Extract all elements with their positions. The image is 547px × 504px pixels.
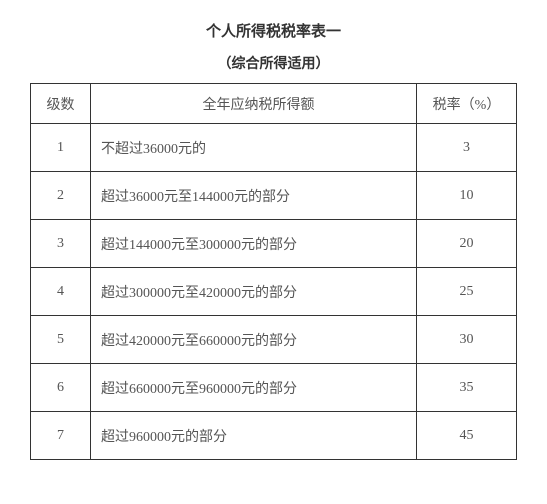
cell-level: 3 [31,220,91,268]
table-subtitle: （综合所得适用） [30,53,517,73]
cell-level: 2 [31,172,91,220]
cell-desc: 超过960000元的部分 [91,412,417,460]
table-row: 5 超过420000元至660000元的部分 30 [31,316,517,364]
cell-rate: 3 [417,124,517,172]
cell-rate: 45 [417,412,517,460]
cell-level: 1 [31,124,91,172]
cell-rate: 25 [417,268,517,316]
cell-desc: 超过420000元至660000元的部分 [91,316,417,364]
cell-desc: 超过660000元至960000元的部分 [91,364,417,412]
tax-rate-table: 级数 全年应纳税所得额 税率（%） 1 不超过36000元的 3 2 超过360… [30,83,517,460]
table-row: 7 超过960000元的部分 45 [31,412,517,460]
cell-desc: 超过144000元至300000元的部分 [91,220,417,268]
cell-desc: 超过36000元至144000元的部分 [91,172,417,220]
table-header-row: 级数 全年应纳税所得额 税率（%） [31,84,517,124]
table-row: 1 不超过36000元的 3 [31,124,517,172]
header-level: 级数 [31,84,91,124]
table-row: 2 超过36000元至144000元的部分 10 [31,172,517,220]
cell-rate: 20 [417,220,517,268]
table-row: 4 超过300000元至420000元的部分 25 [31,268,517,316]
cell-desc: 不超过36000元的 [91,124,417,172]
cell-rate: 30 [417,316,517,364]
cell-level: 4 [31,268,91,316]
table-row: 6 超过660000元至960000元的部分 35 [31,364,517,412]
table-title: 个人所得税税率表一 [30,20,517,41]
cell-level: 5 [31,316,91,364]
cell-desc: 超过300000元至420000元的部分 [91,268,417,316]
cell-level: 6 [31,364,91,412]
cell-rate: 10 [417,172,517,220]
table-row: 3 超过144000元至300000元的部分 20 [31,220,517,268]
cell-level: 7 [31,412,91,460]
header-desc: 全年应纳税所得额 [91,84,417,124]
header-rate: 税率（%） [417,84,517,124]
cell-rate: 35 [417,364,517,412]
